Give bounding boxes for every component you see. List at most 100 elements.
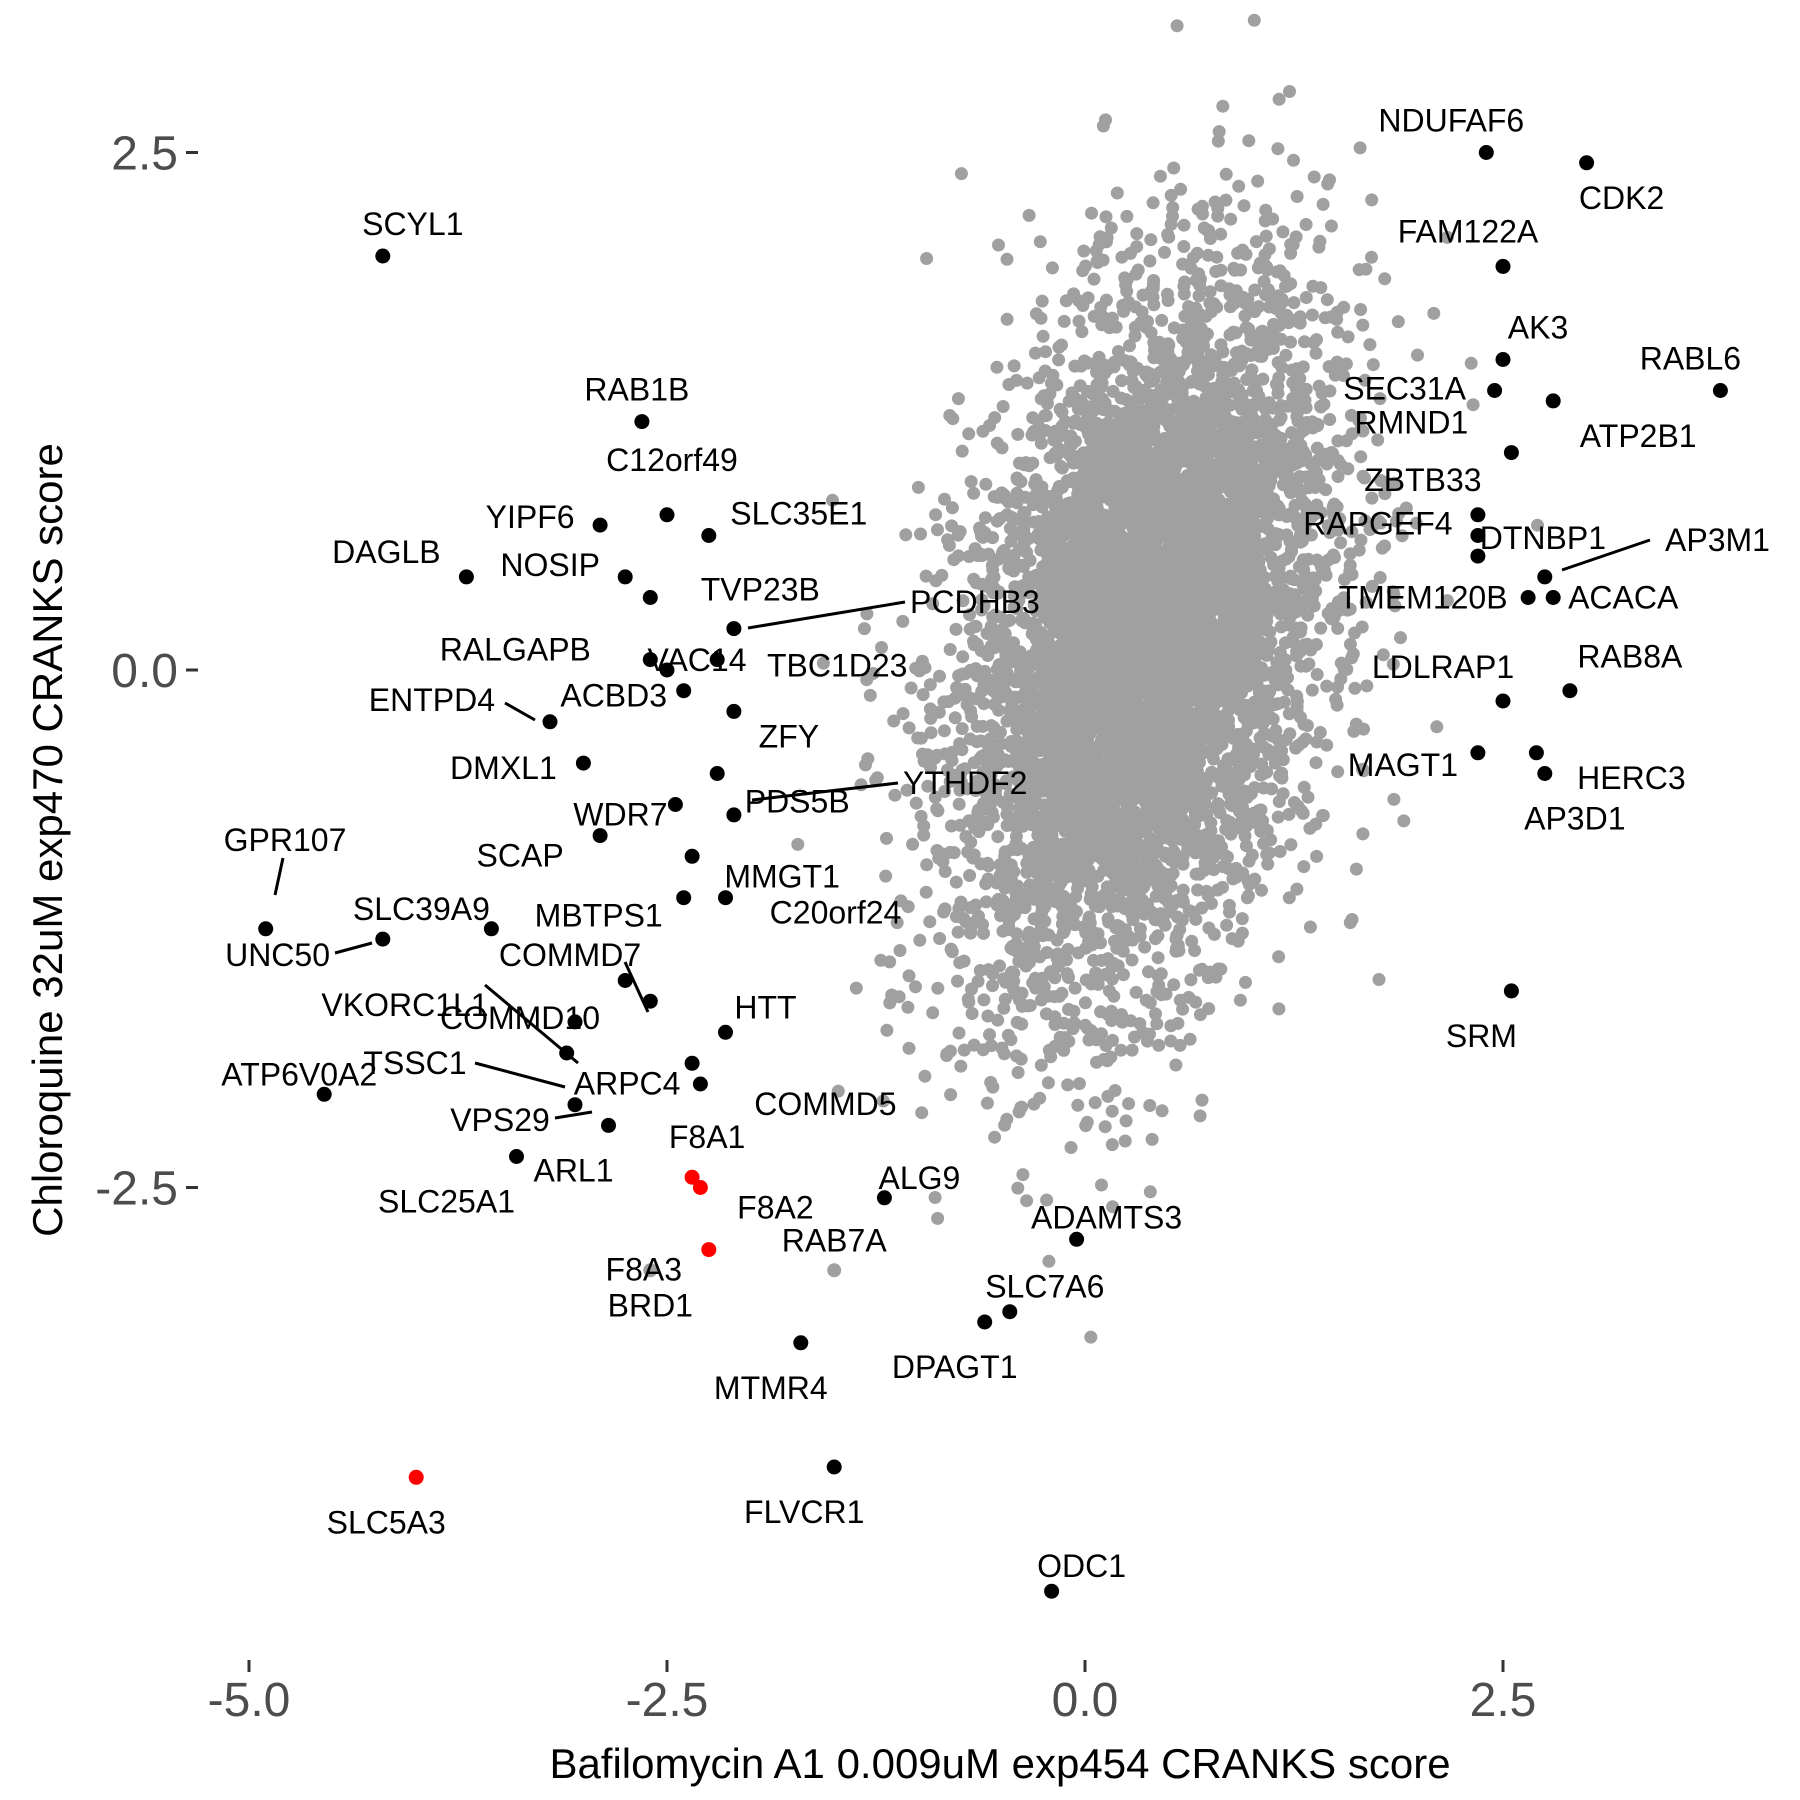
background-point bbox=[1290, 689, 1304, 703]
background-point bbox=[990, 639, 1004, 652]
background-point bbox=[1297, 860, 1311, 874]
background-point bbox=[826, 493, 839, 507]
background-point bbox=[1387, 792, 1401, 806]
background-point bbox=[933, 932, 947, 945]
background-point bbox=[1105, 311, 1119, 325]
background-point bbox=[1084, 875, 1098, 889]
background-point bbox=[1143, 254, 1157, 268]
background-point bbox=[961, 693, 975, 707]
background-point bbox=[987, 490, 1001, 504]
background-point bbox=[1199, 846, 1213, 859]
background-point bbox=[1301, 790, 1315, 804]
background-point bbox=[965, 1007, 979, 1020]
background-point bbox=[1177, 240, 1191, 253]
background-point bbox=[1254, 803, 1268, 817]
background-point bbox=[1076, 555, 1090, 569]
background-point bbox=[1237, 199, 1251, 213]
background-point bbox=[880, 831, 893, 845]
background-point bbox=[1248, 283, 1262, 297]
background-point bbox=[1115, 374, 1129, 388]
background-point bbox=[1229, 284, 1243, 298]
background-point bbox=[1052, 480, 1066, 493]
background-point bbox=[1354, 533, 1368, 547]
background-point bbox=[1287, 296, 1301, 310]
background-point bbox=[1245, 848, 1259, 862]
background-point bbox=[1184, 973, 1198, 987]
background-point bbox=[1143, 996, 1157, 1010]
background-point bbox=[1186, 251, 1200, 265]
background-point bbox=[1265, 782, 1278, 796]
background-point bbox=[1287, 153, 1300, 167]
background-point bbox=[965, 982, 978, 996]
background-point bbox=[1022, 208, 1036, 222]
background-point bbox=[984, 767, 998, 781]
background-point bbox=[1427, 306, 1441, 320]
background-point bbox=[1153, 169, 1167, 183]
background-point bbox=[1064, 1141, 1078, 1154]
background-point bbox=[1226, 872, 1240, 886]
background-point bbox=[1240, 373, 1254, 386]
background-point bbox=[1104, 221, 1118, 235]
background-point bbox=[978, 511, 992, 525]
background-point bbox=[1160, 803, 1174, 817]
background-point bbox=[1331, 765, 1345, 779]
background-point bbox=[1466, 398, 1480, 412]
background-point bbox=[1109, 573, 1123, 586]
background-point bbox=[1151, 929, 1165, 943]
background-point bbox=[955, 444, 969, 458]
background-point bbox=[1065, 438, 1079, 452]
background-point bbox=[896, 614, 910, 628]
background-point bbox=[977, 993, 991, 1007]
background-point bbox=[1387, 588, 1401, 602]
background-point bbox=[1225, 932, 1239, 946]
background-point bbox=[1360, 679, 1374, 693]
background-point bbox=[1232, 179, 1246, 193]
background-point bbox=[816, 656, 830, 670]
background-point bbox=[863, 688, 877, 702]
background-point bbox=[963, 608, 976, 622]
background-point bbox=[1042, 1254, 1056, 1268]
background-point bbox=[1276, 787, 1290, 801]
background-point bbox=[1254, 768, 1268, 782]
background-point bbox=[1314, 621, 1328, 635]
background-point bbox=[1531, 518, 1544, 532]
background-point bbox=[994, 737, 1008, 751]
background-point bbox=[1306, 421, 1320, 435]
background-point bbox=[993, 725, 1007, 739]
background-point bbox=[1354, 450, 1368, 464]
background-point bbox=[1409, 516, 1423, 530]
background-point bbox=[1279, 348, 1293, 362]
background-point bbox=[1145, 1132, 1159, 1146]
background-point bbox=[914, 527, 927, 541]
background-point bbox=[1345, 525, 1359, 539]
background-point bbox=[1264, 635, 1278, 649]
background-point bbox=[1000, 1112, 1014, 1126]
background-point bbox=[1358, 373, 1372, 387]
background-point bbox=[1101, 1089, 1115, 1103]
background-point bbox=[1237, 706, 1251, 720]
background-point bbox=[1079, 1119, 1093, 1133]
background-point bbox=[1250, 426, 1264, 440]
background-point bbox=[1044, 739, 1058, 753]
background-point bbox=[1375, 541, 1389, 555]
background-point bbox=[1259, 229, 1273, 243]
background-point bbox=[1044, 1050, 1058, 1064]
background-point bbox=[1223, 905, 1236, 919]
background-point bbox=[1331, 621, 1345, 635]
background-point bbox=[1337, 300, 1351, 314]
background-point bbox=[1098, 1120, 1112, 1134]
background-point bbox=[1321, 177, 1335, 191]
background-point bbox=[1072, 727, 1086, 741]
background-point bbox=[1211, 883, 1225, 897]
background-point bbox=[1028, 346, 1042, 360]
background-point bbox=[1078, 996, 1092, 1010]
background-point bbox=[1230, 346, 1243, 360]
background-point bbox=[1071, 946, 1085, 960]
background-point bbox=[1289, 741, 1303, 755]
background-point bbox=[938, 785, 952, 798]
background-point bbox=[1106, 1200, 1120, 1214]
background-point bbox=[1118, 1134, 1132, 1148]
background-point bbox=[975, 684, 989, 698]
background-point bbox=[1290, 882, 1304, 896]
background-point bbox=[1235, 912, 1249, 926]
